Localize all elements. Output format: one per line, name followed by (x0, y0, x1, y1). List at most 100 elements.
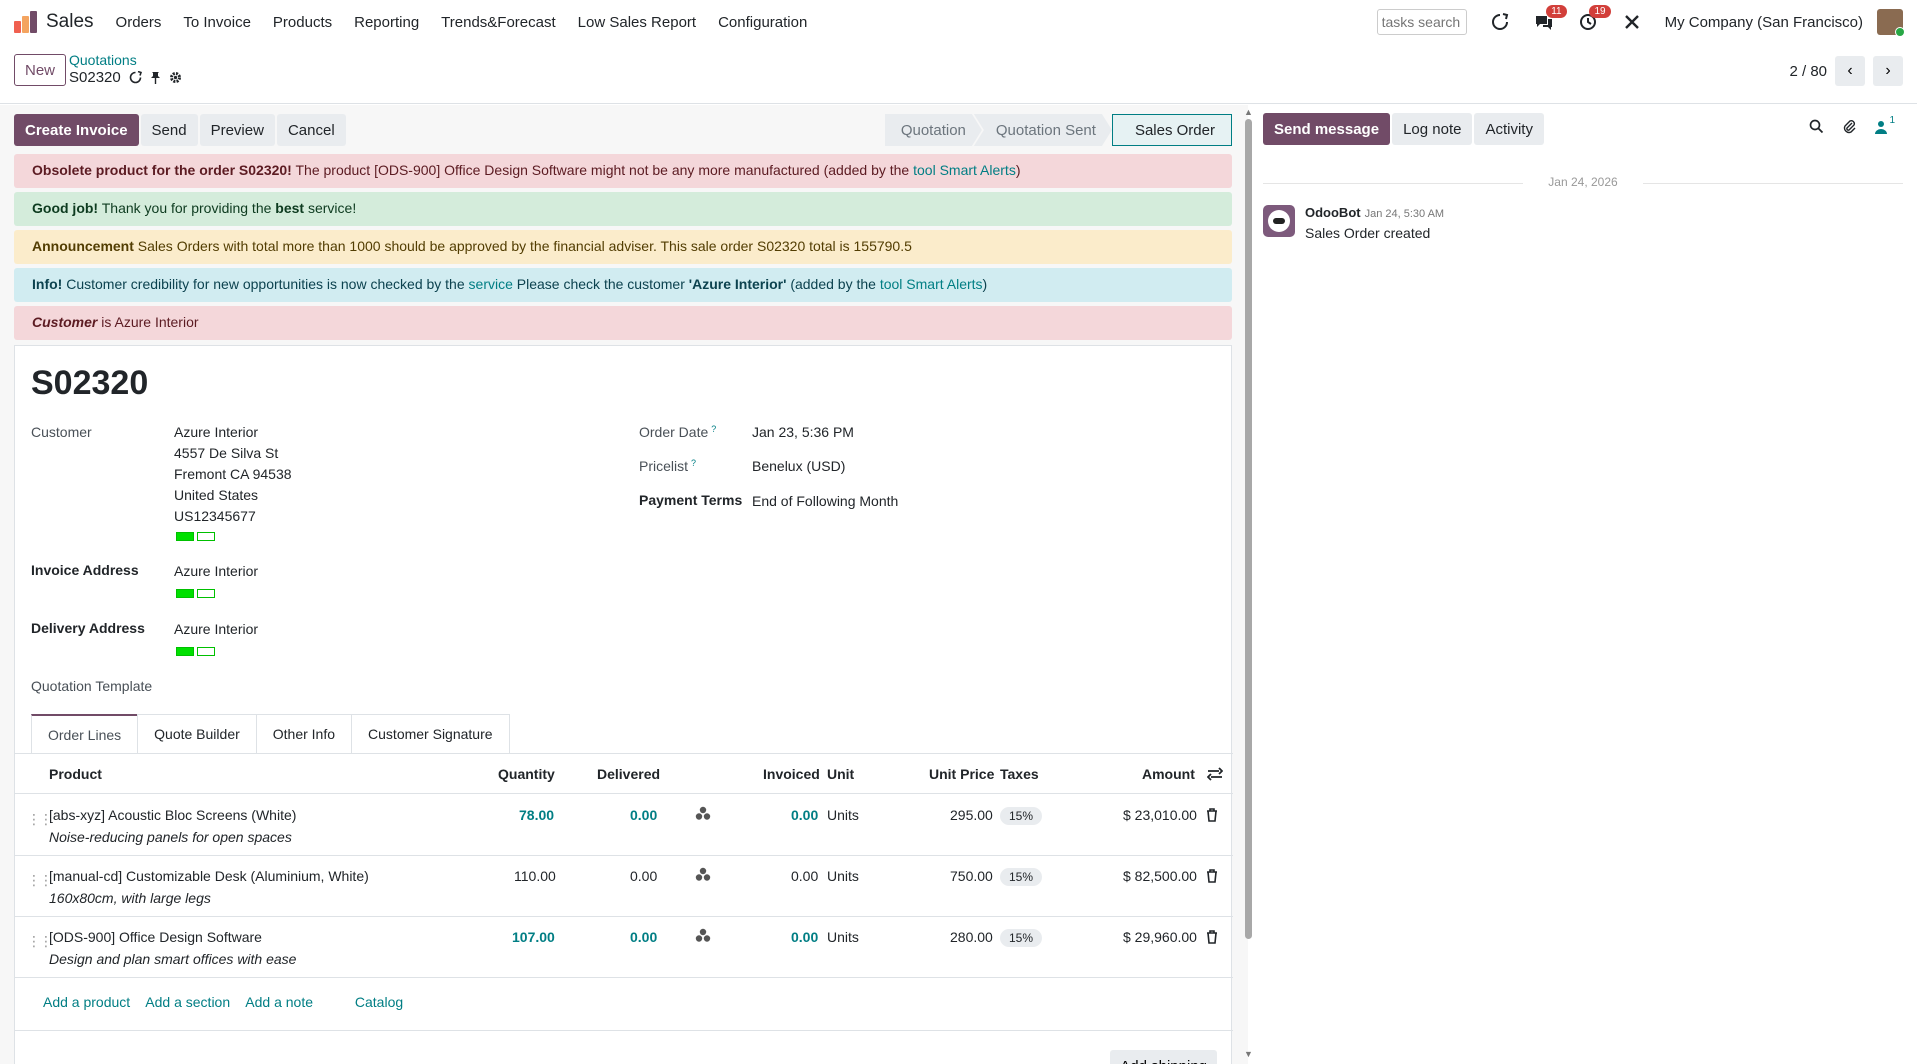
tab-quote-builder[interactable]: Quote Builder (137, 714, 257, 753)
menu-low-sales-report[interactable]: Low Sales Report (577, 13, 697, 31)
menu-to-invoice[interactable]: To Invoice (183, 13, 251, 31)
new-button[interactable]: New (14, 54, 67, 86)
service-link[interactable]: service (468, 276, 513, 292)
line-quantity[interactable]: 78.00 (519, 807, 555, 823)
line-description[interactable]: Noise-reducing panels for open spaces (49, 829, 292, 845)
line-unit[interactable]: Units (827, 868, 859, 884)
table-row[interactable]: ⋮⋮ [ODS-900] Office Design Software Desi… (15, 917, 1233, 978)
invoice-address-value[interactable]: Azure Interior (174, 563, 259, 579)
line-delivered[interactable]: 0.00 (630, 929, 658, 945)
line-invoiced[interactable]: 0.00 (791, 868, 819, 884)
drag-handle-icon[interactable]: ⋮⋮ (27, 933, 53, 949)
delivery-address-value[interactable]: Azure Interior (174, 621, 259, 637)
header-product[interactable]: Product (49, 766, 102, 782)
form-scrollbar[interactable]: ▲ ▼ (1242, 105, 1254, 1064)
customer-link[interactable]: Azure Interior (174, 424, 259, 440)
debug-tools-icon[interactable] (1621, 11, 1643, 33)
activity-button[interactable]: Activity (1474, 113, 1544, 145)
add-section-link[interactable]: Add a section (145, 994, 231, 1010)
gear-icon[interactable] (169, 71, 182, 84)
line-description[interactable]: 160x80cm, with large legs (49, 890, 211, 906)
activities-clock-icon[interactable]: 19 (1577, 5, 1611, 33)
forecast-boxes-icon[interactable] (695, 867, 711, 885)
menu-configuration[interactable]: Configuration (718, 13, 808, 31)
trash-icon[interactable] (1206, 930, 1218, 944)
drag-handle-icon[interactable]: ⋮⋮ (27, 872, 53, 888)
table-row[interactable]: ⋮⋮ [manual-cd] Customizable Desk (Alumin… (15, 856, 1233, 917)
log-note-button[interactable]: Log note (1392, 113, 1473, 145)
header-delivered[interactable]: Delivered (597, 766, 661, 782)
line-description[interactable]: Design and plan smart offices with ease (49, 951, 297, 967)
column-settings-icon[interactable] (1207, 767, 1223, 781)
menu-orders[interactable]: Orders (115, 13, 162, 31)
messages-icon[interactable]: 11 (1533, 5, 1567, 33)
catalog-link[interactable]: Catalog (354, 994, 404, 1010)
tasks-search-input[interactable] (1376, 9, 1467, 35)
send-message-button[interactable]: Send message (1263, 113, 1391, 145)
forecast-boxes-icon[interactable] (695, 928, 711, 946)
line-invoiced[interactable]: 0.00 (791, 929, 819, 945)
header-amount[interactable]: Amount (1142, 766, 1195, 782)
trash-icon[interactable] (1206, 808, 1218, 822)
line-tax-badge[interactable]: 15% (1000, 929, 1043, 947)
pricelist-value[interactable]: Benelux (USD) (752, 458, 846, 474)
line-product[interactable]: [manual-cd] Customizable Desk (Aluminium… (49, 868, 369, 884)
line-quantity[interactable]: 107.00 (512, 929, 555, 945)
sync-icon[interactable] (129, 71, 142, 84)
stage-quotation[interactable]: Quotation (885, 114, 982, 146)
followers-button[interactable]: 1 (1875, 115, 1895, 134)
line-delivered[interactable]: 0.00 (630, 807, 658, 823)
payment-terms-value[interactable]: End of Following Month (752, 493, 899, 509)
breadcrumb-quotations-link[interactable]: Quotations (69, 52, 137, 68)
menu-products[interactable]: Products (272, 13, 333, 31)
add-product-link[interactable]: Add a product (43, 994, 131, 1010)
menu-reporting[interactable]: Reporting (354, 13, 420, 31)
tab-customer-signature[interactable]: Customer Signature (351, 714, 510, 753)
refresh-icon[interactable] (1489, 11, 1511, 33)
line-quantity[interactable]: 110.00 (514, 868, 556, 884)
odoobot-avatar[interactable] (1263, 205, 1295, 237)
order-date-value[interactable]: Jan 23, 5:36 PM (752, 424, 854, 440)
trash-icon[interactable] (1206, 869, 1218, 883)
smart-alerts-link[interactable]: tool Smart Alerts (913, 162, 1016, 178)
pin-icon[interactable] (150, 71, 161, 84)
header-invoiced[interactable]: Invoiced (763, 766, 820, 782)
line-unit[interactable]: Units (827, 807, 859, 823)
pager-value[interactable]: 2 / 80 (1789, 62, 1827, 80)
create-invoice-button[interactable]: Create Invoice (14, 114, 139, 146)
line-tax-badge[interactable]: 15% (1000, 807, 1043, 825)
tab-order-lines[interactable]: Order Lines (31, 714, 139, 753)
app-name[interactable]: Sales (46, 11, 94, 32)
line-invoiced[interactable]: 0.00 (791, 807, 819, 823)
line-tax-badge[interactable]: 15% (1000, 868, 1043, 886)
sales-app-icon[interactable] (14, 11, 38, 33)
header-quantity[interactable]: Quantity (498, 766, 555, 782)
line-unit-price[interactable]: 295.00 (950, 807, 993, 823)
company-switcher[interactable]: My Company (San Francisco) (1664, 13, 1863, 31)
line-unit-price[interactable]: 750.00 (950, 868, 993, 884)
pager-previous-button[interactable]: ‹ (1835, 56, 1865, 86)
forecast-boxes-icon[interactable] (695, 806, 711, 824)
table-row[interactable]: ⋮⋮ [abs-xyz] Acoustic Bloc Screens (Whit… (15, 795, 1233, 856)
line-unit-price[interactable]: 280.00 (950, 929, 993, 945)
search-icon[interactable] (1809, 119, 1824, 134)
drag-handle-icon[interactable]: ⋮⋮ (27, 811, 53, 827)
send-button[interactable]: Send (140, 114, 198, 146)
pager-next-button[interactable]: › (1873, 56, 1903, 86)
line-product[interactable]: [ODS-900] Office Design Software (49, 929, 262, 945)
paperclip-icon[interactable] (1842, 119, 1857, 134)
header-unit[interactable]: Unit (827, 766, 855, 782)
stage-sales-order[interactable]: Sales Order (1111, 114, 1232, 146)
header-unit-price[interactable]: Unit Price (929, 766, 995, 782)
tab-other-info[interactable]: Other Info (255, 714, 353, 753)
menu-trends-forecast[interactable]: Trends&Forecast (441, 13, 556, 31)
preview-button[interactable]: Preview (199, 114, 275, 146)
smart-alerts-link-2[interactable]: tool Smart Alerts (879, 276, 983, 292)
stage-quotation-sent[interactable]: Quotation Sent (974, 114, 1112, 146)
add-note-link[interactable]: Add a note (245, 994, 313, 1010)
line-unit[interactable]: Units (827, 929, 859, 945)
scroll-thumb[interactable] (1245, 119, 1252, 939)
add-shipping-button[interactable]: Add shipping (1110, 1050, 1217, 1064)
user-avatar[interactable] (1877, 9, 1905, 37)
cancel-button[interactable]: Cancel (276, 114, 346, 146)
